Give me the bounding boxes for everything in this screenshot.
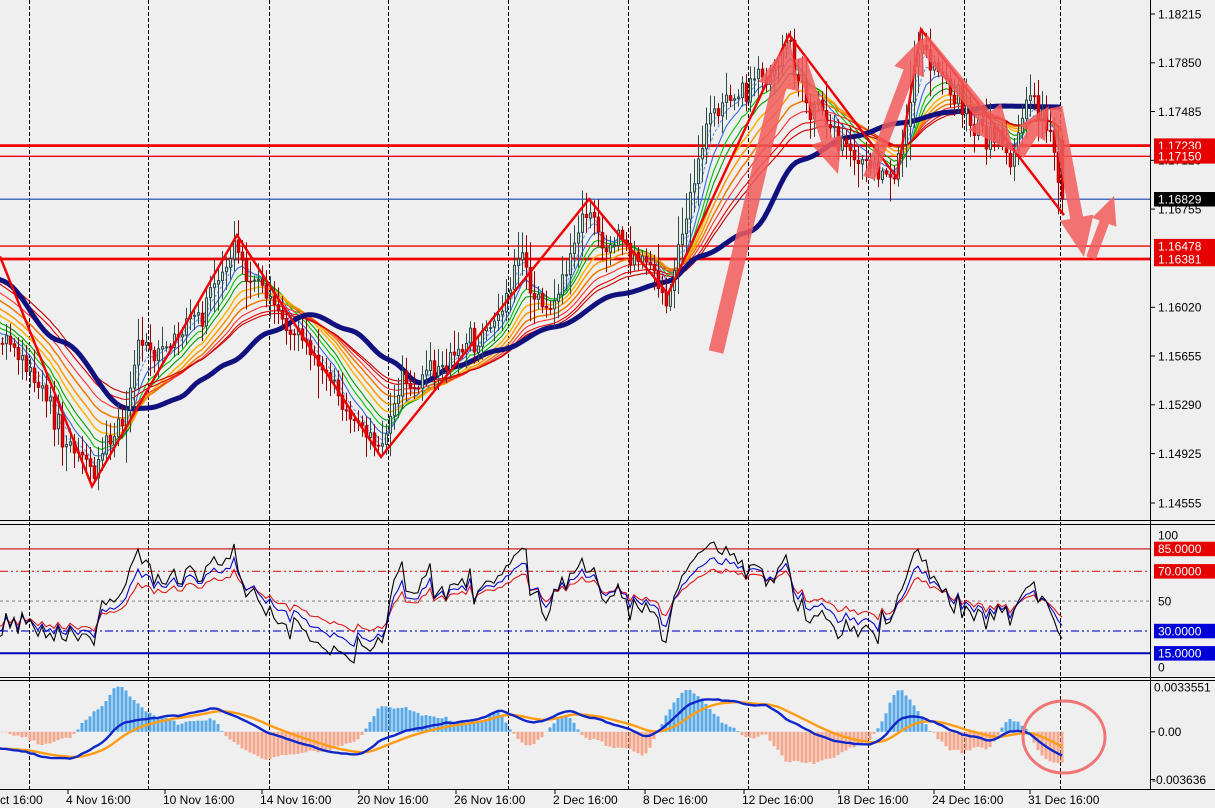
svg-text:70.0000: 70.0000 [1158,565,1202,579]
svg-text:1.14925: 1.14925 [1158,447,1202,461]
svg-text:-0.003636: -0.003636 [1152,773,1206,787]
svg-text:85.0000: 85.0000 [1158,542,1202,556]
svg-text:30.0000: 30.0000 [1158,624,1202,638]
svg-text:2 Dec 16:00: 2 Dec 16:00 [553,793,618,807]
svg-text:26 Nov 16:00: 26 Nov 16:00 [454,793,526,807]
svg-text:24 Dec 16:00: 24 Dec 16:00 [932,793,1004,807]
svg-text:0.00: 0.00 [1158,725,1182,739]
svg-text:18 Dec 16:00: 18 Dec 16:00 [837,793,909,807]
svg-text:4 Nov 16:00: 4 Nov 16:00 [66,793,131,807]
svg-text:12 Dec 16:00: 12 Dec 16:00 [742,793,814,807]
svg-text:50: 50 [1158,594,1172,608]
svg-text:1.16829: 1.16829 [1158,193,1202,207]
svg-text:1.15655: 1.15655 [1158,349,1202,363]
svg-text:ct 16:00: ct 16:00 [0,793,43,807]
svg-text:1.14555: 1.14555 [1158,496,1202,510]
svg-text:1.18215: 1.18215 [1158,7,1202,21]
svg-text:1.17850: 1.17850 [1158,56,1202,70]
svg-text:15.0000: 15.0000 [1158,647,1202,661]
svg-text:10 Nov 16:00: 10 Nov 16:00 [163,793,235,807]
svg-text:14 Nov 16:00: 14 Nov 16:00 [260,793,332,807]
svg-text:0: 0 [1158,660,1165,674]
svg-text:20 Nov 16:00: 20 Nov 16:00 [357,793,429,807]
svg-text:8 Dec 16:00: 8 Dec 16:00 [643,793,708,807]
svg-text:0.0033551: 0.0033551 [1154,680,1211,694]
svg-text:1.17150: 1.17150 [1158,150,1202,164]
svg-text:1.17485: 1.17485 [1158,105,1202,119]
svg-text:31 Dec 16:00: 31 Dec 16:00 [1028,793,1100,807]
svg-text:1.15290: 1.15290 [1158,398,1202,412]
svg-text:1.16381: 1.16381 [1158,252,1202,266]
svg-text:100: 100 [1158,528,1178,542]
svg-text:1.16020: 1.16020 [1158,301,1202,315]
svg-text:1.16478: 1.16478 [1158,239,1202,253]
